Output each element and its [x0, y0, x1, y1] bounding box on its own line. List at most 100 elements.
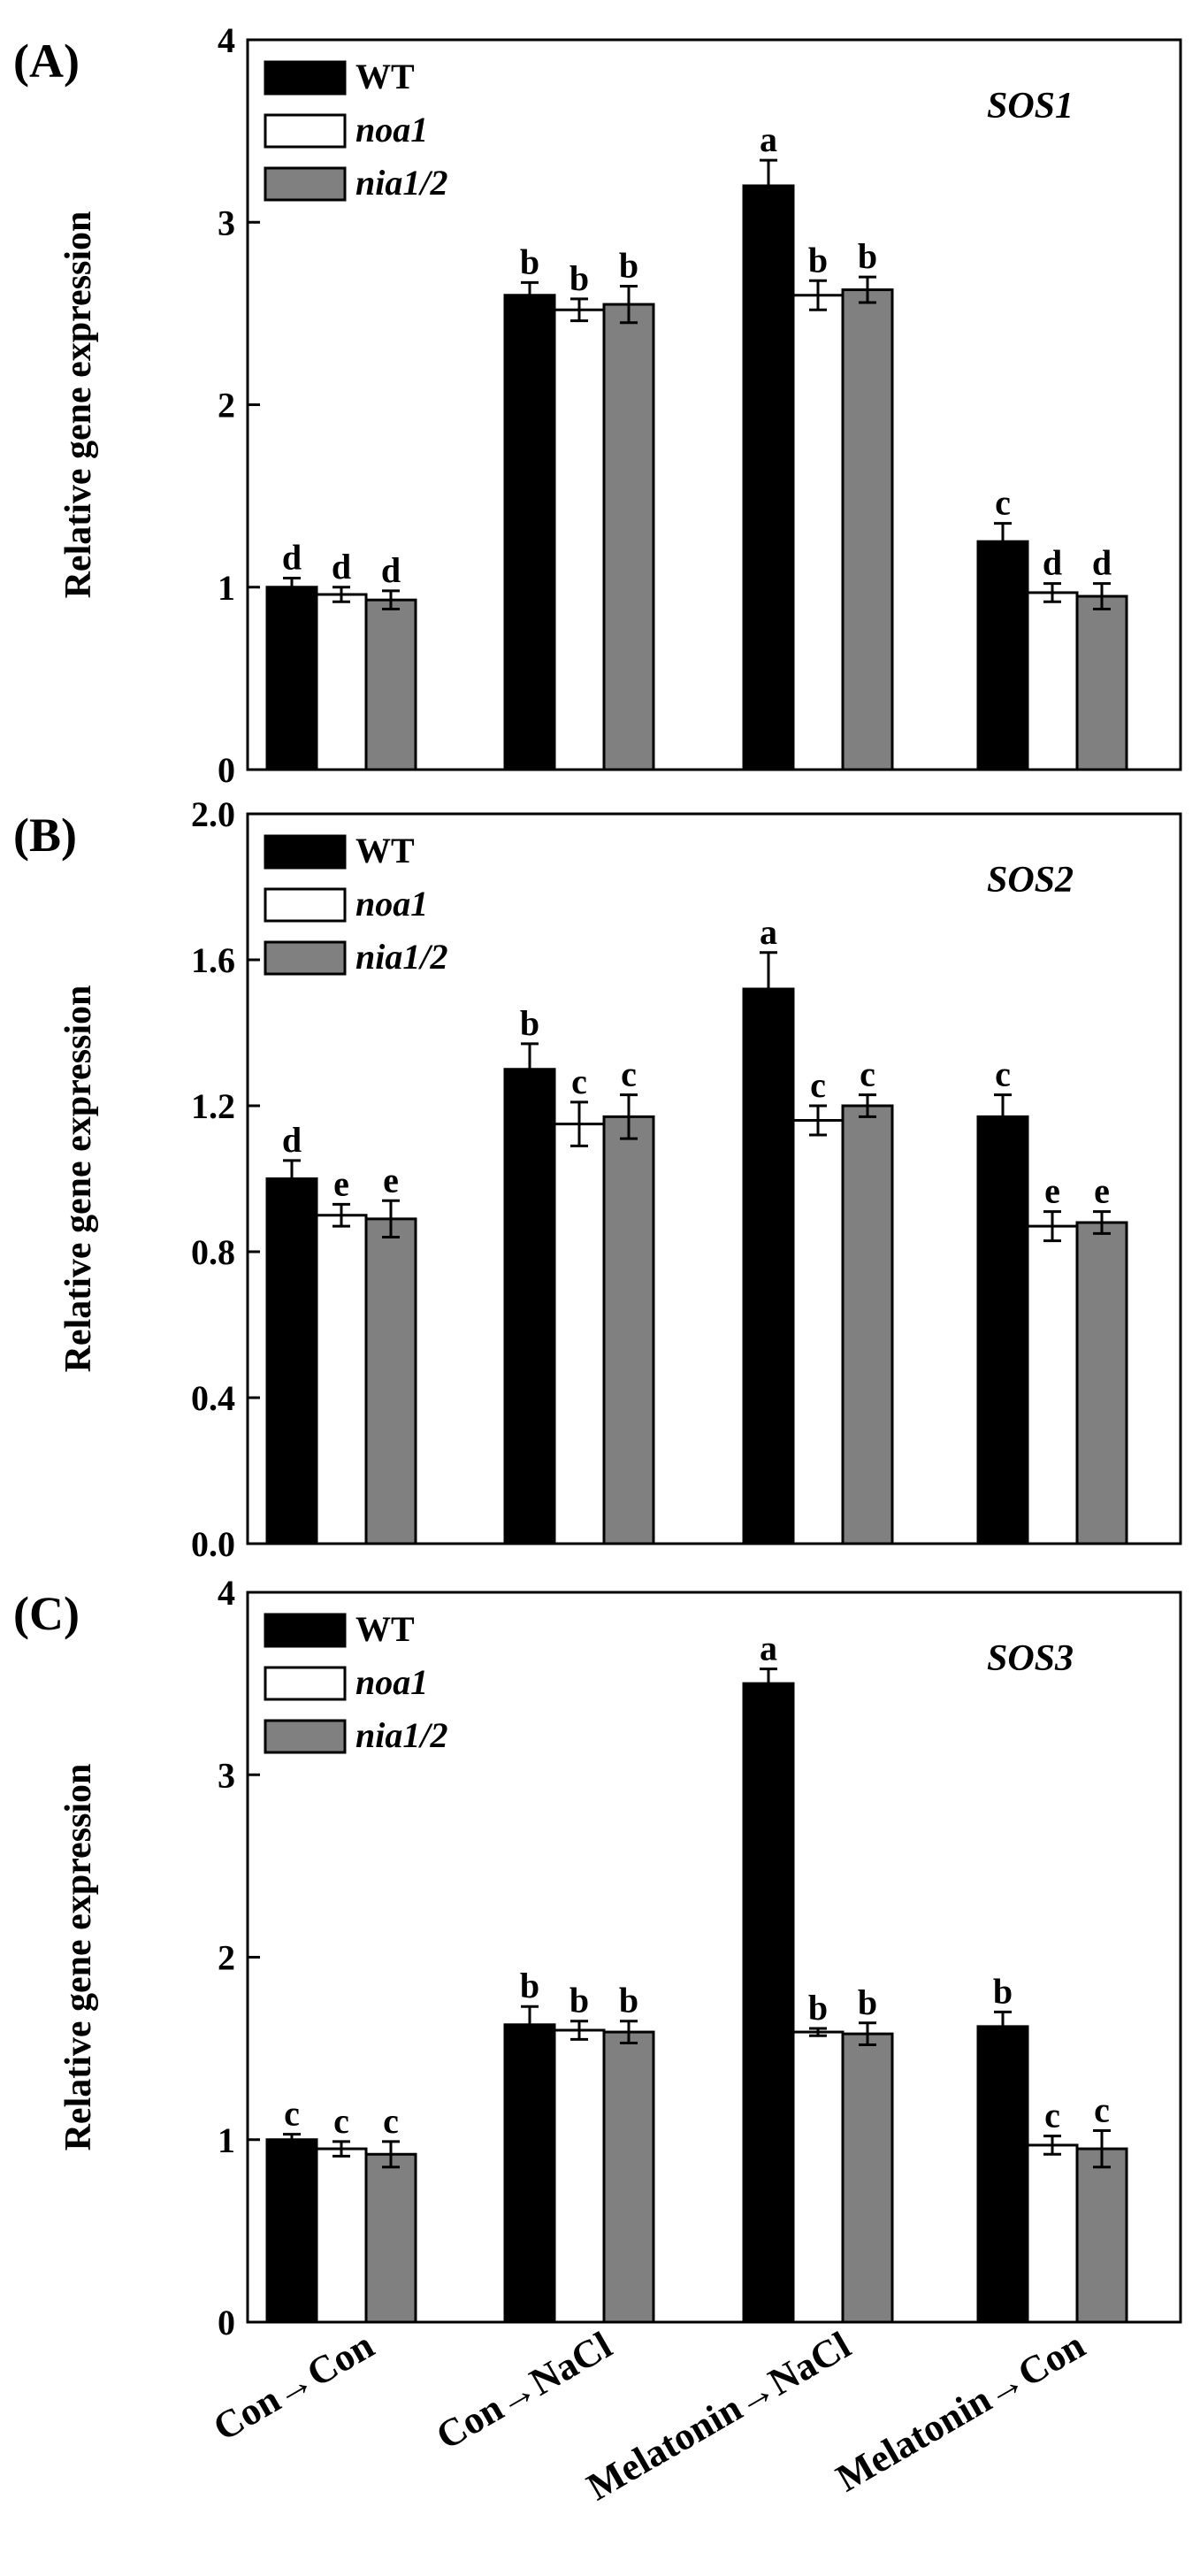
significance-letter: a	[760, 119, 777, 159]
legend-label: nia1/2	[355, 937, 447, 977]
panel-2: 0.0 0.4 0.8 1.2 1.6 2.0 Relative gene expressi…	[13, 794, 1182, 1564]
y-tick-label: 1	[218, 568, 235, 608]
bar	[315, 593, 368, 771]
y-tick-label: 0	[218, 750, 235, 790]
bar	[742, 184, 795, 771]
significance-letter: b	[569, 258, 589, 298]
bar	[1075, 2147, 1128, 2324]
plot-frame	[246, 812, 1182, 1545]
bar	[265, 2138, 318, 2324]
y-tick-label: 1.2	[191, 1086, 235, 1126]
significance-letter: b	[808, 1988, 828, 2028]
significance-letter: c	[860, 1054, 875, 1094]
significance-letter: b	[993, 1971, 1013, 2011]
legend-label: noa1	[355, 110, 428, 150]
significance-letter: c	[810, 1065, 826, 1105]
bar	[503, 294, 556, 771]
y-tick-label: 2	[218, 386, 235, 426]
bar	[791, 2030, 845, 2324]
legend-swatch	[264, 834, 347, 870]
significance-letter: a	[760, 912, 777, 952]
category-label: Melatonin→Con	[829, 2323, 1092, 2500]
bar	[265, 586, 318, 771]
significance-letter: b	[858, 236, 877, 276]
category-label: Melatonin→NaCl	[579, 2323, 858, 2509]
legend-swatch	[264, 887, 347, 923]
bar	[1026, 591, 1079, 771]
significance-letter: d	[1092, 543, 1112, 583]
significance-letter: d	[282, 1120, 302, 1160]
legend-swatch	[264, 166, 347, 202]
y-tick-label: 0	[218, 2303, 235, 2342]
y-tick-label: 0.0	[191, 1524, 235, 1564]
legend-label: WT	[355, 1609, 415, 1649]
significance-letter: c	[571, 1062, 587, 1101]
panel-label: (B)	[13, 809, 77, 862]
legend-swatch	[264, 940, 347, 976]
bar	[364, 598, 417, 771]
significance-letter: d	[381, 550, 401, 590]
significance-letter: c	[621, 1054, 637, 1094]
y-axis-label: Relative gene expression	[58, 985, 99, 1373]
significance-letter: c	[995, 483, 1011, 523]
y-tick-label: 4	[218, 1573, 235, 1613]
bar	[742, 1682, 795, 2324]
legend-swatch	[264, 1613, 347, 1648]
bar	[602, 1115, 655, 1545]
y-tick-label: 0.4	[191, 1378, 235, 1418]
bar	[503, 2023, 556, 2324]
legend-label: noa1	[355, 1662, 428, 1702]
bar	[503, 1068, 556, 1545]
legend-swatch	[264, 1666, 347, 1701]
bar	[841, 288, 894, 771]
legend-label: noa1	[355, 884, 428, 924]
significance-letter: b	[858, 1982, 877, 2022]
bar	[1075, 1221, 1128, 1545]
bar	[553, 1123, 606, 1545]
y-tick-label: 3	[218, 1755, 235, 1795]
bar	[553, 2028, 606, 2324]
panel-3: 0 1 2 3 4 Relative gene expression (C) SOS3 WT no…	[13, 1573, 1182, 2342]
y-axis-label: Relative gene expression	[58, 211, 99, 599]
significance-letter: a	[760, 1629, 777, 1668]
bar	[1026, 1224, 1079, 1545]
significance-letter: b	[520, 1003, 539, 1043]
y-tick-label: 3	[218, 203, 235, 242]
significance-letter: b	[520, 1966, 539, 2005]
significance-letter: b	[520, 242, 539, 281]
legend-label: WT	[355, 831, 415, 870]
bar	[265, 1177, 318, 1545]
panel-label: (C)	[13, 1587, 80, 1640]
y-tick-label: 2.0	[191, 794, 235, 834]
significance-letter: e	[383, 1160, 399, 1200]
legend-swatch	[264, 60, 347, 96]
significance-letter: d	[1043, 543, 1062, 583]
legend-label: WT	[355, 57, 415, 96]
bar	[364, 1217, 417, 1545]
bar	[602, 303, 655, 771]
bar	[742, 987, 795, 1545]
panel-1: 0 1 2 3 4 Relative gene expression (A) SOS1 WT no…	[13, 20, 1182, 790]
significance-letter: b	[619, 1981, 638, 2020]
y-tick-label: 0.8	[191, 1232, 235, 1272]
category-label: Con→NaCl	[429, 2323, 619, 2457]
significance-letter: c	[333, 2101, 349, 2141]
bar	[976, 2025, 1029, 2324]
significance-letter: e	[1044, 1171, 1060, 1211]
bar	[553, 308, 606, 771]
gene-title: SOS1	[987, 86, 1074, 126]
significance-letter: e	[1094, 1171, 1110, 1211]
y-tick-label: 2	[218, 1938, 235, 1978]
legend-label: nia1/2	[355, 1715, 447, 1755]
bar	[1026, 2143, 1079, 2324]
significance-letter: d	[282, 537, 302, 577]
significance-letter: d	[332, 547, 351, 586]
bar	[841, 2032, 894, 2324]
gene-title: SOS3	[987, 1638, 1074, 1679]
significance-letter: c	[383, 2101, 399, 2141]
y-tick-label: 4	[218, 20, 235, 60]
bar	[602, 2030, 655, 2324]
panel-label: (A)	[13, 34, 80, 88]
bar	[364, 2152, 417, 2324]
